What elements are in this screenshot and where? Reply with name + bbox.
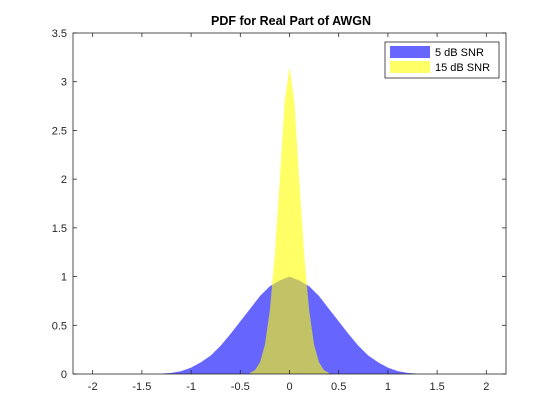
x-tick-label: 1 <box>385 381 391 393</box>
legend-label: 15 dB SNR <box>435 62 490 74</box>
y-tick-label: 3 <box>61 77 67 89</box>
y-tick-label: 0 <box>61 369 67 381</box>
legend-label: 5 dB SNR <box>435 47 484 59</box>
axes: -2 -1.5 -1 -0.5 0 0.5 1 1.5 2 0 0.5 1 1.5 2 2.5 3 3.5 <box>52 28 507 393</box>
y-tick-label: 3.5 <box>52 28 67 40</box>
series-area-2 <box>250 67 329 374</box>
y-tick-label: 1 <box>61 272 67 284</box>
x-tick-label: -2 <box>88 381 98 393</box>
legend-swatch <box>390 61 430 73</box>
y-tick-label: 2.5 <box>52 125 67 137</box>
y-tick-label: 2 <box>61 174 67 186</box>
chart-title: PDF for Real Part of AWGN <box>211 14 371 28</box>
x-tick-label: -1.5 <box>132 381 151 393</box>
y-tick-label: 1.5 <box>52 223 67 235</box>
x-tick-label: 1.5 <box>429 381 444 393</box>
x-tick-label: 2 <box>483 381 489 393</box>
x-tick-label: 0 <box>286 381 292 393</box>
x-tick-label: -0.5 <box>231 381 250 393</box>
legend-swatch <box>390 46 430 58</box>
x-tick-label: 0.5 <box>331 381 346 393</box>
x-tick-label: -1 <box>186 381 196 393</box>
plot-area <box>73 33 506 374</box>
legend: 5 dB SNR 15 dB SNR <box>384 41 500 79</box>
y-tick-label: 0.5 <box>52 320 67 332</box>
